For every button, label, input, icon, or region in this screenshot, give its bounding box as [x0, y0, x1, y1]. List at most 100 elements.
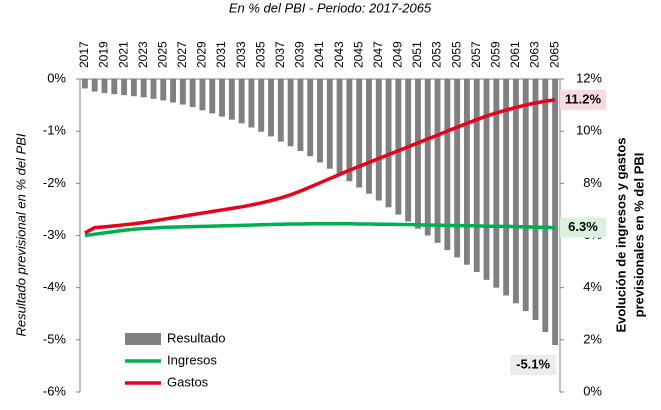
- x-tick-label: 2045: [351, 41, 365, 68]
- bar: [268, 79, 274, 137]
- value-label-bg: [560, 217, 606, 238]
- x-tick-label: 2041: [312, 41, 326, 68]
- x-tick-label: 2031: [214, 41, 228, 68]
- bar: [209, 79, 216, 114]
- x-tick-label: 2063: [528, 41, 542, 68]
- bar: [336, 79, 343, 175]
- x-tick-label: 2047: [371, 41, 385, 68]
- x-tick-label: 2021: [116, 41, 130, 68]
- value-label: 6.3%: [568, 219, 598, 234]
- y2-tick-label: 8%: [583, 175, 602, 190]
- bar: [375, 79, 382, 201]
- line: [84, 98, 556, 235]
- bar: [150, 79, 157, 99]
- bar: [160, 79, 167, 101]
- x-tick-label: 2033: [234, 41, 248, 68]
- bar: [287, 79, 294, 147]
- x-tick-label: 2023: [136, 41, 150, 68]
- y2-tick-label: 0%: [583, 383, 602, 398]
- x-tick-label: 2065: [547, 41, 561, 68]
- bar: [179, 79, 186, 105]
- value-label: 11.2%: [565, 91, 602, 106]
- y2-axis-label: Evolución de ingresos y gastos: [613, 137, 628, 332]
- bar: [297, 79, 304, 151]
- y-tick-label: -2%: [43, 175, 67, 190]
- bar: [434, 79, 441, 243]
- bar: [454, 79, 461, 258]
- y-tick-label: -6%: [43, 383, 67, 398]
- bar: [258, 79, 265, 132]
- x-tick-label: 2059: [488, 41, 502, 68]
- bar: [307, 79, 314, 157]
- y2-tick-label: 12%: [576, 70, 602, 85]
- x-tick-label: 2053: [430, 41, 444, 68]
- bar: [277, 79, 284, 142]
- value-label-bg: [510, 355, 557, 376]
- x-tick-label: 2057: [469, 41, 483, 68]
- bar: [385, 79, 392, 208]
- x-tick-label: 2017: [77, 41, 91, 68]
- bar: [170, 79, 176, 103]
- y-tick-label: -3%: [43, 227, 67, 242]
- x-tick-label: 2043: [332, 41, 346, 68]
- y-tick-label: -5%: [43, 331, 67, 346]
- bar: [317, 79, 323, 163]
- line: [84, 222, 556, 238]
- y-tick-label: -4%: [43, 279, 67, 294]
- x-tick-label: 2019: [97, 41, 111, 68]
- bar: [503, 79, 510, 296]
- bar: [121, 79, 128, 96]
- bar: [199, 79, 206, 111]
- bar: [130, 79, 137, 97]
- bar: [101, 79, 108, 94]
- y2-axis-label: previsionales en % del PBI: [631, 153, 646, 318]
- bar: [424, 79, 431, 236]
- y2-tick-label: 10%: [576, 123, 602, 138]
- bar: [91, 79, 98, 92]
- bar: [473, 79, 480, 273]
- x-tick-label: 2039: [293, 41, 307, 68]
- y-tick-label: 0%: [47, 70, 66, 85]
- bar: [346, 79, 353, 182]
- bar: [366, 79, 372, 194]
- legend-label: Gastos: [167, 374, 209, 389]
- legend-label: Resultado: [167, 330, 226, 345]
- bar: [395, 79, 402, 215]
- bar: [532, 79, 539, 321]
- legend-swatch: [125, 333, 161, 345]
- x-tick-label: 2061: [508, 41, 522, 68]
- y2-tick-label: 2%: [583, 331, 602, 346]
- x-tick-label: 2035: [253, 41, 267, 68]
- bar: [493, 79, 500, 288]
- bar: [238, 79, 245, 124]
- x-tick-label: 2055: [449, 41, 463, 68]
- value-label: -5.1%: [516, 356, 550, 371]
- chart-title: En % del PBI - Periodo: 2017-2065: [229, 0, 432, 15]
- bar: [248, 79, 255, 128]
- bar: [405, 79, 412, 222]
- bar: [464, 79, 470, 265]
- bar: [483, 79, 490, 280]
- y-axis-label: Resultado previsional en % del PBI: [13, 133, 28, 336]
- x-tick-label: 2029: [195, 41, 209, 68]
- bar: [552, 79, 559, 346]
- bar: [111, 79, 118, 95]
- x-tick-label: 2025: [155, 41, 169, 68]
- x-tick-label: 2027: [175, 41, 189, 68]
- bar: [189, 79, 196, 108]
- bar: [512, 79, 519, 304]
- bar: [228, 79, 235, 120]
- bar: [522, 79, 529, 312]
- bar: [444, 79, 451, 251]
- bar: [415, 79, 421, 229]
- bar: [140, 79, 147, 98]
- bar: [81, 79, 88, 89]
- bar: [219, 79, 225, 117]
- y2-tick-label: 4%: [583, 279, 602, 294]
- x-tick-label: 2037: [273, 41, 287, 68]
- x-tick-label: 2051: [410, 41, 424, 68]
- value-label-bg: [560, 89, 606, 110]
- bar: [326, 79, 333, 169]
- bar: [542, 79, 549, 333]
